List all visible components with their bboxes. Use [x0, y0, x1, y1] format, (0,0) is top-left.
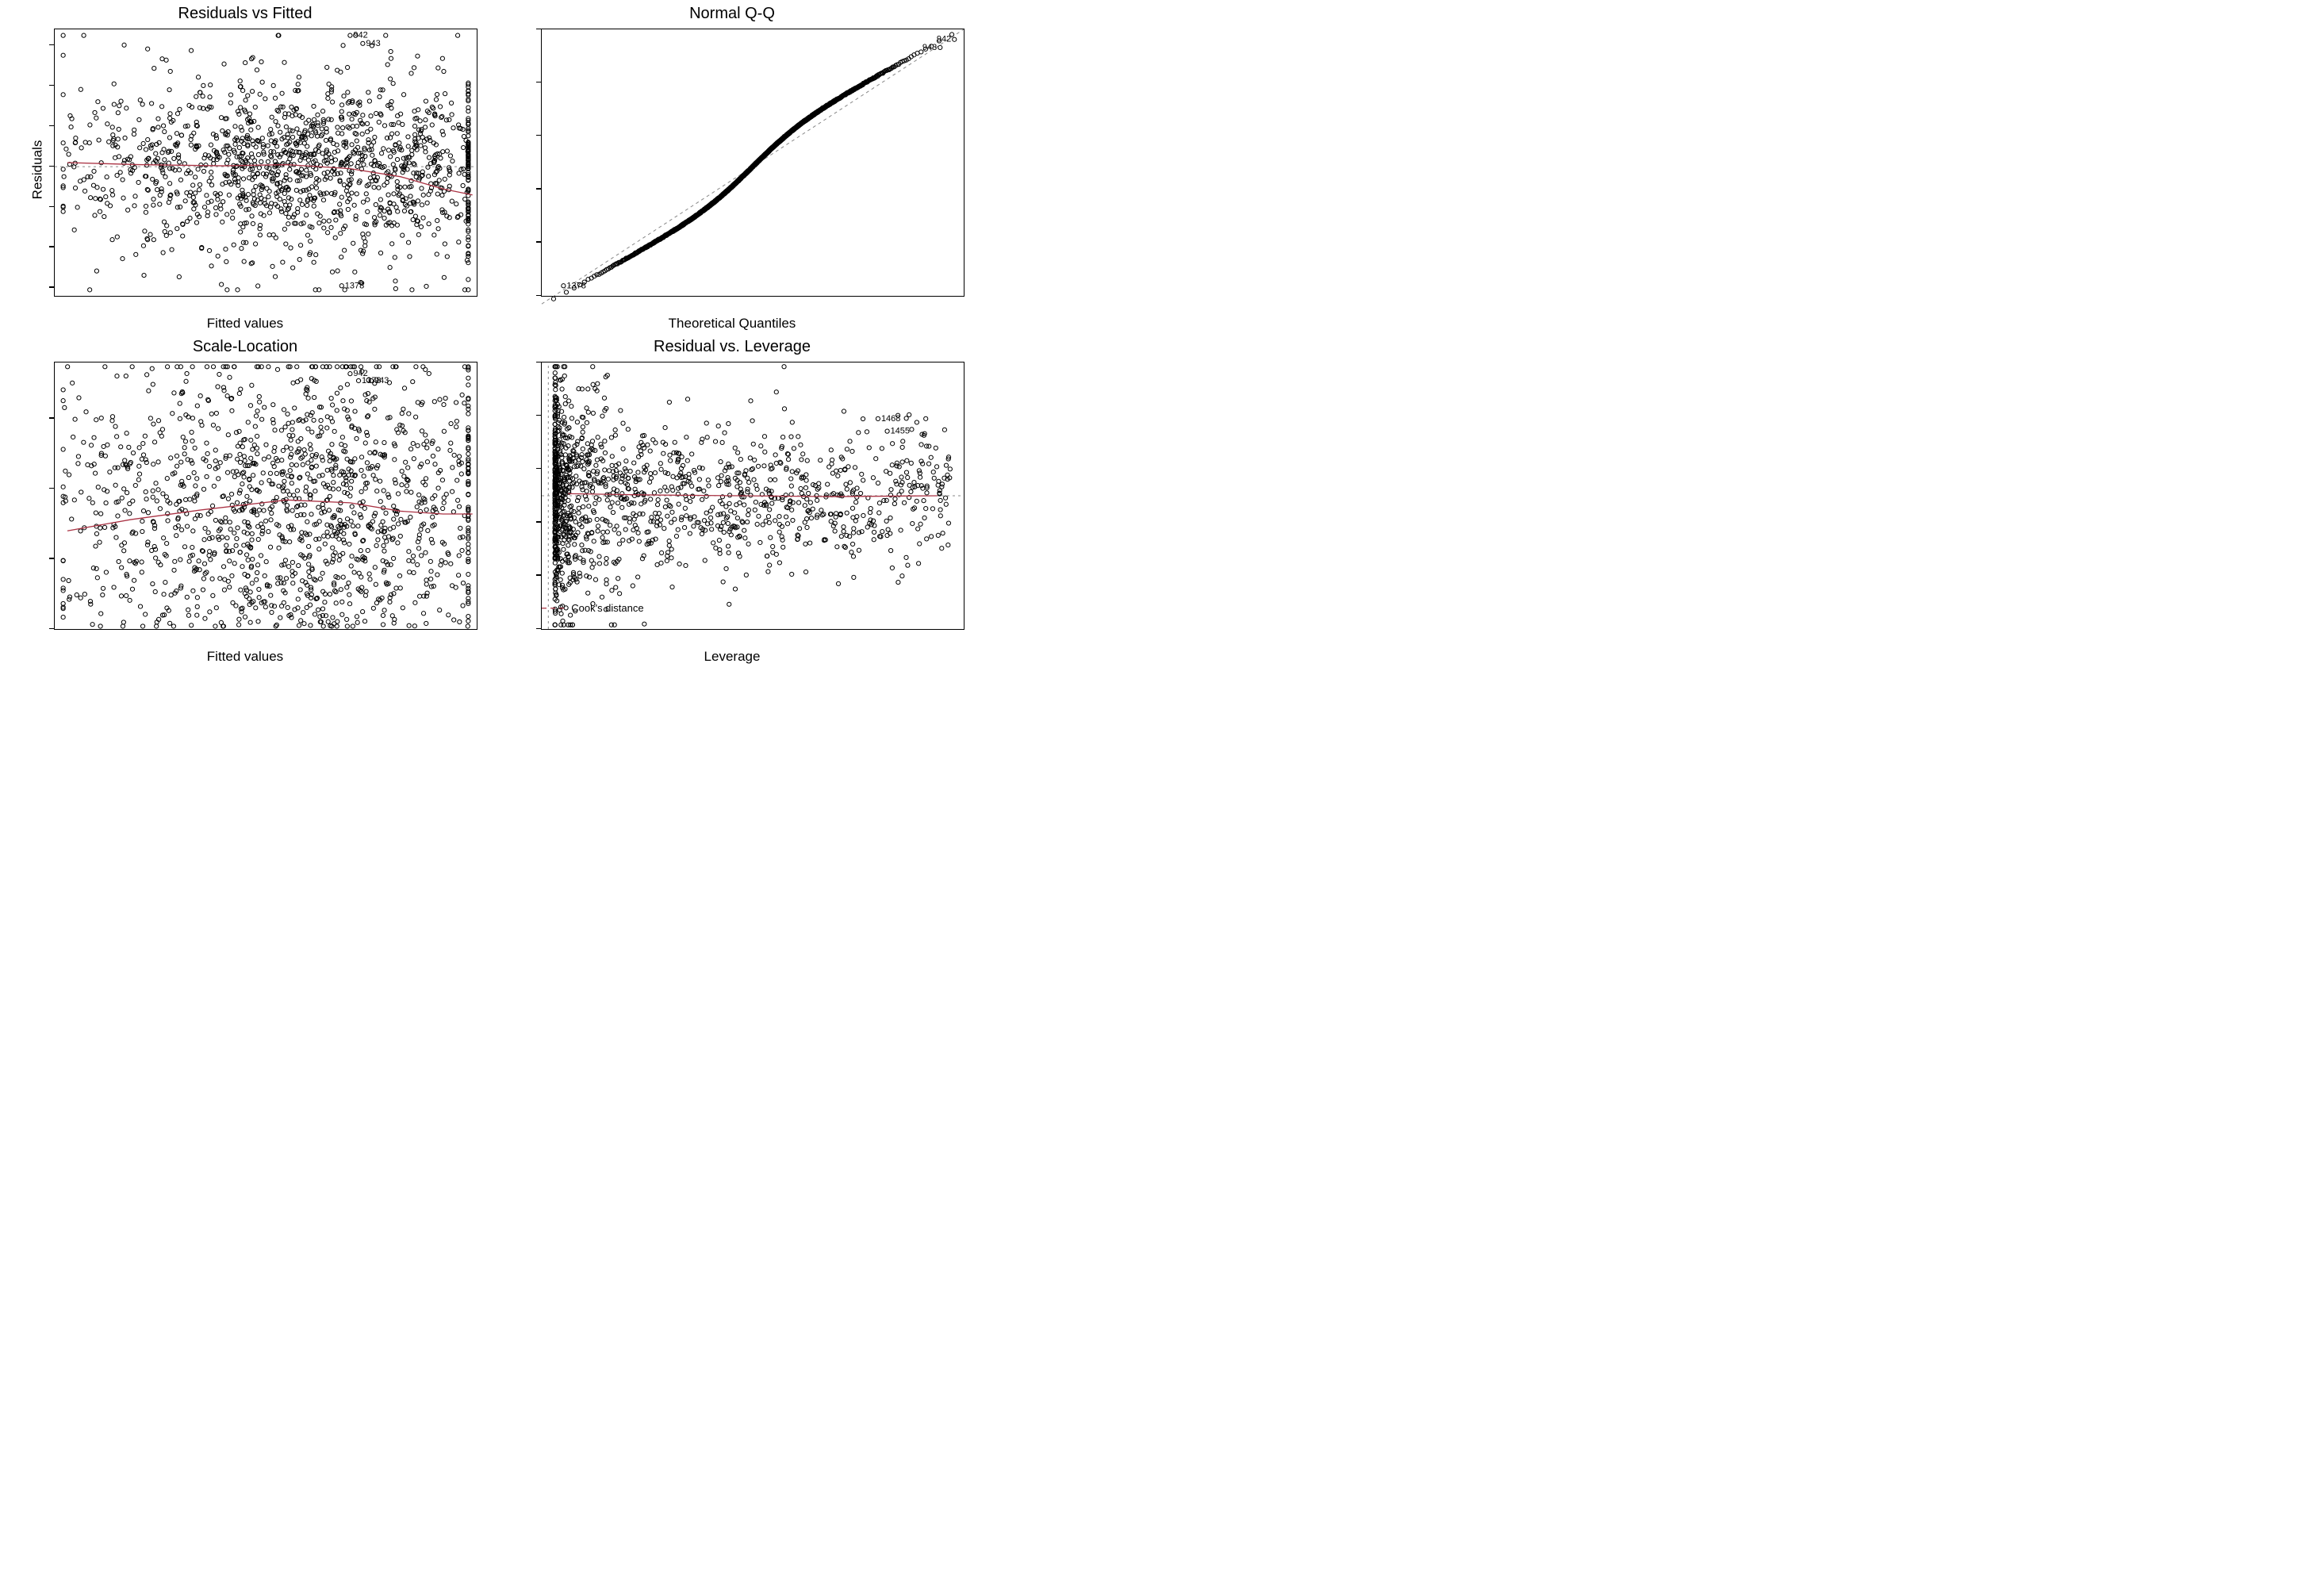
plot-area: 9421378943	[54, 362, 477, 630]
plot-svg: 9429431378	[55, 29, 477, 296]
plot-area: Cook's distance14681455	[541, 362, 964, 630]
svg-text:1378: 1378	[345, 281, 364, 290]
panel-title: Normal Q-Q	[493, 5, 971, 23]
panel-residual-vs-leverage: Residual vs. Leverage Standardized Resid…	[493, 338, 971, 668]
x-axis-label: Leverage	[493, 649, 971, 665]
plot-svg: 9421378943	[55, 362, 477, 629]
plot-svg: 942943 1378	[542, 29, 964, 296]
plot-area: 9429431378	[54, 29, 477, 297]
plot-svg: Cook's distance14681455	[542, 362, 964, 629]
svg-text:1378: 1378	[566, 281, 585, 290]
svg-text:942: 942	[937, 35, 951, 44]
diagnostic-plot-grid: Residuals vs Fitted Residuals 9429431378…	[0, 0, 977, 668]
x-axis-label: Fitted values	[6, 316, 484, 332]
panel-title: Scale-Location	[6, 338, 484, 356]
panel-title: Residual vs. Leverage	[493, 338, 971, 356]
svg-text:943: 943	[366, 39, 380, 48]
svg-text:943: 943	[922, 43, 937, 52]
x-axis-label: Theoretical Quantiles	[493, 316, 971, 332]
panel-residuals-vs-fitted: Residuals vs Fitted Residuals 9429431378…	[6, 5, 484, 335]
plot-area: 942943 1378	[541, 29, 964, 297]
panel-scale-location: Scale-Location √|Standardized residuals|…	[6, 338, 484, 668]
x-axis-label: Fitted values	[6, 649, 484, 665]
svg-text:943: 943	[374, 376, 389, 385]
panel-title: Residuals vs Fitted	[6, 5, 484, 23]
panel-normal-qq: Normal Q-Q Standardized Residuals 942943…	[493, 5, 971, 335]
y-axis-label: Residuals	[29, 140, 45, 200]
